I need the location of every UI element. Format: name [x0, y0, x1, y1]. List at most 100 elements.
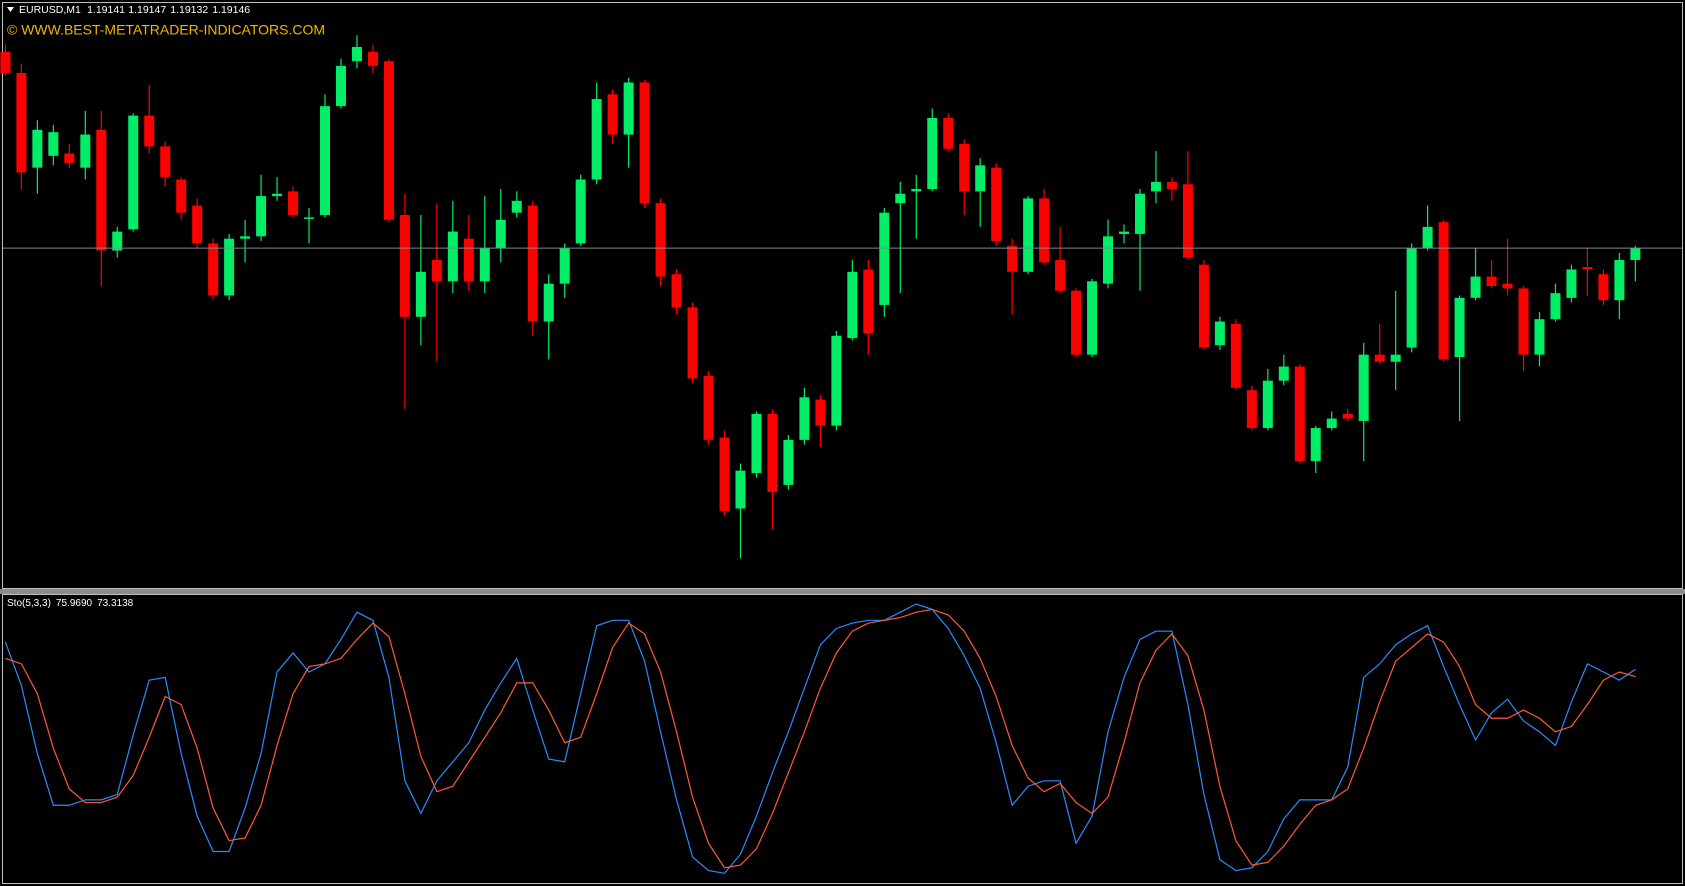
candle-body	[687, 307, 698, 379]
low-value: 1.19132	[170, 4, 208, 16]
candle-body	[1470, 276, 1481, 298]
stochastic-pane	[4, 603, 1636, 874]
candle-body	[1566, 269, 1577, 298]
candle-body	[559, 248, 570, 284]
candle-body	[447, 231, 458, 282]
sub-pane-frame	[2, 594, 1683, 884]
candle-body	[575, 179, 586, 244]
candle-body	[351, 46, 362, 62]
candle-body	[863, 269, 874, 334]
indicator-title: Sto(5,3,3)	[7, 598, 51, 609]
candle-body	[1390, 354, 1401, 362]
candle-body	[1422, 226, 1433, 249]
chart-header: EURUSD,M1 1.19141 1.19147 1.19132 1.19146	[19, 4, 250, 16]
candle-body	[591, 99, 602, 180]
candle-body	[479, 248, 490, 282]
candle-body	[399, 215, 410, 317]
candle-body	[639, 82, 650, 204]
candle-body	[1310, 428, 1321, 462]
stochastic-line	[4, 603, 1636, 874]
candle-body	[895, 193, 906, 204]
candle-body	[1134, 193, 1145, 234]
main-pane-frame	[2, 2, 1683, 589]
candle-body	[176, 179, 187, 213]
candle-body	[831, 335, 842, 426]
candle-body	[543, 283, 554, 322]
high-value: 1.19147	[128, 4, 166, 16]
watermark: © WWW.BEST-METATRADER-INDICATORS.COM	[7, 22, 325, 38]
candle-body	[1454, 297, 1465, 358]
candle-body	[1055, 259, 1066, 291]
candle-body	[192, 205, 203, 244]
main-reading: 75.9690	[56, 598, 93, 609]
candle-body	[975, 165, 986, 192]
symbol-menu-arrow[interactable]	[7, 7, 14, 12]
candle-body	[320, 106, 330, 216]
indicator-header: Sto(5,3,3) 75.9690 73.3138	[7, 598, 134, 609]
candle-body	[431, 259, 442, 282]
candle-body	[1406, 248, 1417, 348]
candle-body	[1502, 283, 1513, 289]
candle-body	[1230, 323, 1241, 388]
candle-body	[1534, 319, 1545, 355]
candle-body	[1278, 366, 1289, 381]
candle-body	[943, 117, 954, 149]
candle-body	[1582, 267, 1593, 270]
candle-body	[1087, 281, 1098, 355]
candle-body	[463, 238, 474, 282]
candle-body	[0, 51, 11, 74]
candle-body	[1598, 274, 1609, 301]
candle-body	[1358, 354, 1369, 421]
candle-body	[1150, 181, 1161, 192]
candle-body	[224, 238, 235, 296]
candle-body	[272, 193, 283, 197]
candle-body	[1182, 184, 1193, 258]
candle-body	[1007, 245, 1018, 272]
symbol-title: EURUSD,M1	[19, 4, 81, 16]
signal-reading: 73.3138	[97, 598, 134, 609]
close-value: 1.19146	[212, 4, 250, 16]
candle-body	[1374, 354, 1385, 362]
candle-body	[1486, 276, 1497, 287]
candle-body	[335, 65, 346, 107]
candle-body	[927, 117, 938, 189]
candle-body	[48, 132, 59, 156]
candle-body	[112, 231, 123, 251]
candle-body	[1071, 290, 1082, 355]
candle-body	[623, 82, 634, 135]
candle-body	[1103, 236, 1114, 284]
candle-body	[1294, 366, 1305, 462]
candle-body	[304, 217, 315, 219]
candle-body	[847, 271, 858, 339]
candle-body	[527, 205, 538, 322]
candle-body	[719, 437, 730, 511]
candle-body	[751, 413, 762, 474]
candle-body	[911, 188, 922, 192]
candle-body	[991, 167, 1002, 242]
candle-body	[495, 219, 506, 249]
candle-body	[1438, 222, 1449, 360]
candle-body	[1246, 390, 1257, 429]
candle-body	[256, 196, 267, 237]
candle-body	[1214, 321, 1225, 346]
candle-body	[80, 134, 91, 168]
candle-body	[815, 399, 826, 426]
candle-body	[1023, 198, 1034, 272]
candle-body	[511, 200, 522, 213]
candle-body	[96, 129, 107, 251]
candle-body	[1198, 264, 1209, 348]
candle-body	[783, 439, 794, 485]
candle-body	[1630, 248, 1641, 260]
candle-body	[799, 397, 810, 440]
candle-body	[1166, 181, 1177, 189]
candle-body	[879, 212, 890, 305]
candle-body	[767, 413, 778, 492]
candle-body	[1614, 259, 1625, 301]
candle-body	[1039, 198, 1050, 263]
candle-body	[240, 236, 251, 239]
candle-body	[144, 115, 155, 147]
candle-body	[32, 129, 43, 168]
candle-body	[1550, 293, 1561, 320]
